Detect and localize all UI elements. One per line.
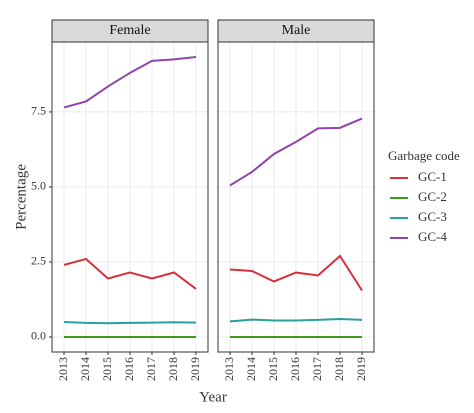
legend-label: GC-1 xyxy=(418,169,447,184)
x-tick-label: 2015 xyxy=(266,357,280,381)
strip-title: Female xyxy=(109,23,150,38)
y-tick-label: 7.5 xyxy=(31,104,46,118)
line xyxy=(63,320,197,325)
line xyxy=(63,257,197,290)
x-tick-label: 2016 xyxy=(288,357,302,381)
strip-title: Male xyxy=(282,23,311,38)
line xyxy=(229,317,363,323)
x-tick-label: 2019 xyxy=(354,357,368,381)
legend-label: GC-3 xyxy=(418,209,447,224)
y-tick-label: 0.0 xyxy=(31,329,46,343)
strip xyxy=(217,19,375,43)
line xyxy=(63,56,197,109)
legend-title: Garbage code xyxy=(388,148,460,163)
legend-label: GC-4 xyxy=(418,229,447,244)
x-tick-label: 2018 xyxy=(166,357,180,381)
y-tick-label: 5.0 xyxy=(31,179,46,193)
x-axis-label: Year xyxy=(199,389,227,405)
x-tick-label: 2018 xyxy=(332,357,346,381)
legend-label: GC-2 xyxy=(418,189,447,204)
x-tick-label: 2013 xyxy=(56,357,70,381)
x-tick-label: 2014 xyxy=(78,357,92,381)
line xyxy=(229,117,363,187)
x-tick-label: 2013 xyxy=(222,357,236,381)
x-tick-label: 2016 xyxy=(122,357,136,381)
strip xyxy=(51,19,209,43)
x-tick-label: 2015 xyxy=(100,357,114,381)
y-axis-label: Percentage xyxy=(13,164,29,230)
x-tick-label: 2014 xyxy=(244,357,258,381)
y-tick-label: 2.5 xyxy=(31,254,46,268)
line xyxy=(229,254,363,292)
x-tick-label: 2019 xyxy=(188,357,202,381)
x-tick-label: 2017 xyxy=(310,357,324,381)
x-tick-label: 2017 xyxy=(144,357,158,381)
